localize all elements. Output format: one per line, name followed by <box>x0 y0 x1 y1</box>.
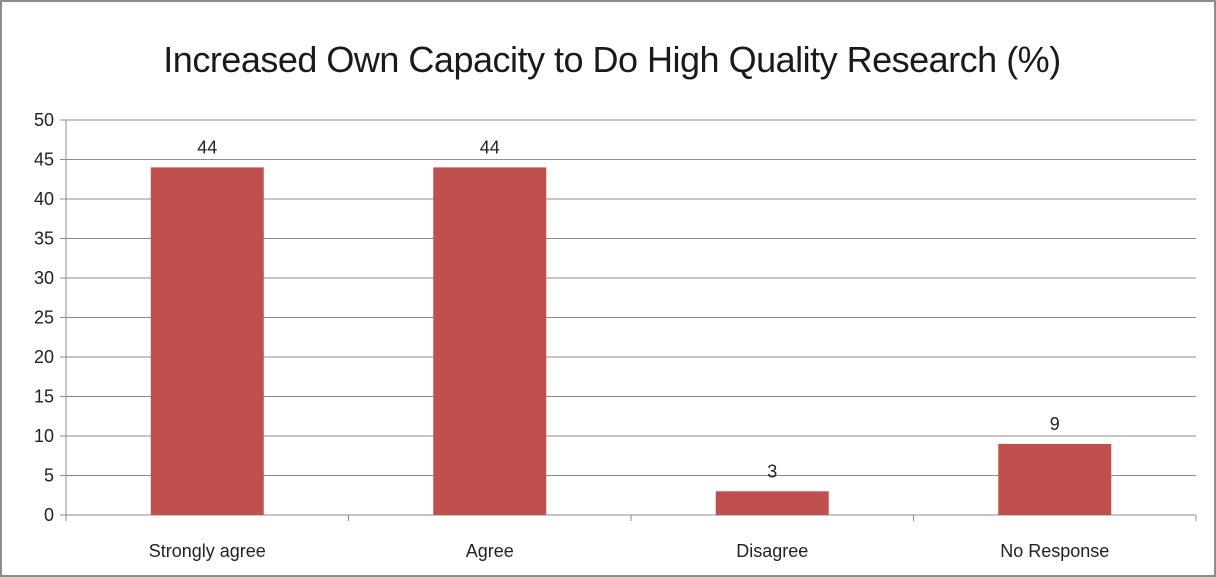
y-tick-label: 25 <box>34 308 54 328</box>
data-label: 44 <box>197 137 217 157</box>
bar-no-response <box>998 443 1112 515</box>
y-tick-label: 45 <box>34 150 54 170</box>
tick-labels: 0 5 10 15 20 25 30 35 40 45 50 Strongly agree Agree D… <box>34 110 1109 561</box>
chart-title: Increased Own Capacity to Do High Qualit… <box>163 39 1060 80</box>
y-tick-label: 10 <box>34 426 54 446</box>
x-tick-label: Agree <box>466 541 514 561</box>
data-labels: 44 44 3 9 <box>197 137 1060 481</box>
x-tick-label: No Response <box>1000 541 1109 561</box>
y-tick-label: 20 <box>34 347 54 367</box>
y-tick-label: 30 <box>34 268 54 288</box>
bar-strongly-agree <box>150 167 264 515</box>
y-tick-label: 50 <box>34 110 54 130</box>
y-tick-label: 15 <box>34 387 54 407</box>
bars <box>150 167 1112 515</box>
x-tick-label: Strongly agree <box>149 541 266 561</box>
y-tick-label: 40 <box>34 189 54 209</box>
data-label: 3 <box>767 461 777 481</box>
x-tick-label: Disagree <box>736 541 808 561</box>
y-tick-label: 0 <box>44 505 54 525</box>
data-label: 44 <box>480 137 500 157</box>
y-tick-label: 5 <box>44 466 54 486</box>
y-tick-label: 35 <box>34 229 54 249</box>
data-label: 9 <box>1050 414 1060 434</box>
bar-agree <box>433 167 547 515</box>
bar-disagree <box>715 491 829 515</box>
